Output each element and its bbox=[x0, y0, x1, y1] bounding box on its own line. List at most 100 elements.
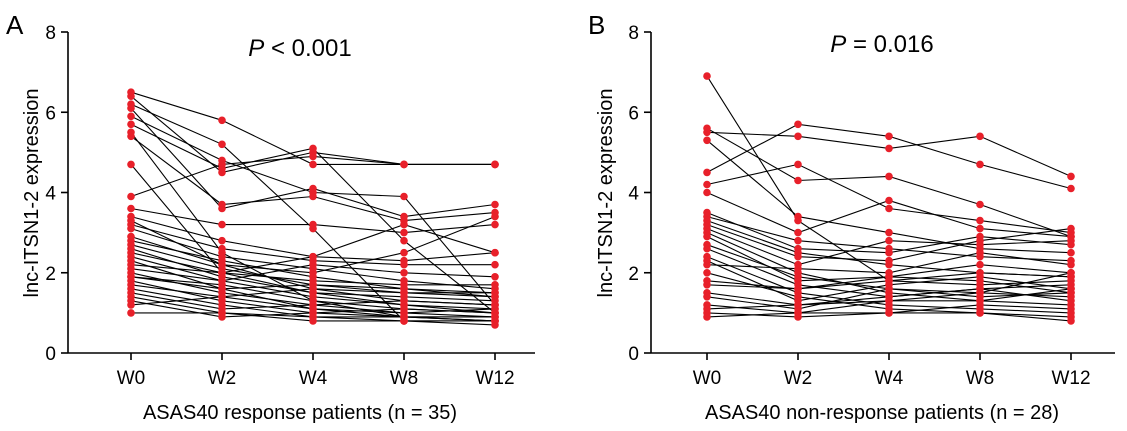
data-point bbox=[127, 204, 135, 213]
x-tick-label: W2 bbox=[784, 368, 813, 389]
p-value: < 0.001 bbox=[264, 35, 351, 62]
panel-letter: A bbox=[6, 10, 24, 40]
data-point bbox=[703, 293, 711, 301]
data-point bbox=[976, 232, 984, 241]
data-point bbox=[976, 248, 984, 257]
series-line bbox=[706, 127, 1072, 238]
data-point bbox=[491, 212, 499, 221]
data-point bbox=[491, 248, 499, 257]
data-point bbox=[794, 293, 802, 301]
data-point bbox=[885, 144, 893, 153]
data-point bbox=[976, 132, 984, 141]
data-point bbox=[1067, 172, 1075, 181]
data-point bbox=[400, 228, 408, 237]
y-axis-title: lnc-ITSN1-2 expression bbox=[595, 89, 617, 298]
data-point bbox=[309, 269, 317, 277]
data-point bbox=[400, 309, 408, 317]
data-point bbox=[703, 188, 711, 197]
data-point bbox=[1067, 289, 1075, 297]
data-point bbox=[309, 160, 317, 169]
data-point bbox=[976, 216, 984, 225]
data-point bbox=[491, 305, 499, 313]
y-tick-label: 2 bbox=[45, 264, 56, 285]
data-point bbox=[218, 293, 226, 301]
data-point bbox=[703, 240, 711, 249]
x-axis-title: ASAS40 non-response patients (n = 28) bbox=[705, 402, 1059, 424]
data-point bbox=[794, 252, 802, 261]
data-point bbox=[794, 176, 802, 185]
data-point bbox=[794, 228, 802, 237]
series-points bbox=[703, 72, 1075, 325]
data-point bbox=[491, 273, 499, 281]
data-point bbox=[218, 220, 226, 229]
data-point bbox=[703, 180, 711, 189]
y-tick-label: 0 bbox=[628, 344, 639, 365]
data-point bbox=[794, 285, 802, 293]
data-point bbox=[127, 120, 135, 129]
x-tick-label: W8 bbox=[966, 368, 995, 389]
data-point bbox=[400, 260, 408, 269]
data-point bbox=[976, 285, 984, 293]
data-point bbox=[127, 252, 135, 261]
data-point bbox=[218, 277, 226, 285]
data-point bbox=[309, 252, 317, 261]
data-point bbox=[703, 220, 711, 229]
p-value-annotation: P = 0.016 bbox=[830, 31, 933, 58]
x-axis-title: ASAS40 response patients (n = 35) bbox=[143, 402, 457, 424]
data-point bbox=[309, 313, 317, 321]
x-tick-label: W8 bbox=[390, 368, 419, 389]
data-point bbox=[794, 212, 802, 221]
data-point bbox=[885, 273, 893, 281]
y-tick-label: 6 bbox=[45, 103, 56, 124]
data-point bbox=[885, 256, 893, 265]
data-point bbox=[1067, 184, 1075, 193]
data-point bbox=[976, 309, 984, 317]
data-point bbox=[218, 140, 226, 149]
x-tick-label: W4 bbox=[875, 368, 904, 389]
data-point bbox=[218, 269, 226, 277]
data-point bbox=[218, 160, 226, 169]
data-point bbox=[794, 273, 802, 281]
data-point bbox=[491, 281, 499, 289]
data-point bbox=[127, 301, 135, 309]
y-tick-label: 4 bbox=[45, 184, 56, 205]
data-point bbox=[218, 260, 226, 269]
data-point bbox=[885, 132, 893, 141]
data-point bbox=[218, 309, 226, 317]
data-point bbox=[794, 301, 802, 309]
data-point bbox=[885, 204, 893, 213]
x-tick-label: W4 bbox=[299, 368, 328, 389]
data-point bbox=[127, 224, 135, 233]
data-point bbox=[218, 236, 226, 245]
data-point bbox=[703, 208, 711, 217]
data-point bbox=[400, 236, 408, 245]
data-point bbox=[309, 144, 317, 153]
y-tick-label: 8 bbox=[628, 23, 639, 44]
data-point bbox=[127, 104, 135, 112]
data-point bbox=[703, 305, 711, 313]
data-point bbox=[218, 200, 226, 209]
data-point bbox=[1067, 260, 1075, 269]
data-point bbox=[703, 269, 711, 277]
data-point bbox=[703, 277, 711, 285]
data-point bbox=[309, 260, 317, 269]
data-point bbox=[976, 224, 984, 233]
data-point bbox=[703, 168, 711, 177]
p-value-annotation: P < 0.001 bbox=[248, 35, 351, 62]
data-point bbox=[400, 297, 408, 305]
data-point bbox=[400, 269, 408, 277]
data-point bbox=[218, 244, 226, 253]
data-point bbox=[309, 192, 317, 201]
y-tick-label: 0 bbox=[45, 344, 56, 365]
data-point bbox=[491, 289, 499, 297]
data-point bbox=[885, 236, 893, 245]
data-point bbox=[127, 132, 135, 141]
data-point bbox=[885, 309, 893, 317]
data-point bbox=[703, 260, 711, 269]
data-point bbox=[794, 309, 802, 317]
data-point bbox=[309, 152, 317, 161]
y-axis-title: lnc-ITSN1-2 expression bbox=[21, 89, 43, 298]
data-point bbox=[127, 309, 135, 317]
data-point bbox=[491, 260, 499, 269]
data-point bbox=[885, 172, 893, 181]
